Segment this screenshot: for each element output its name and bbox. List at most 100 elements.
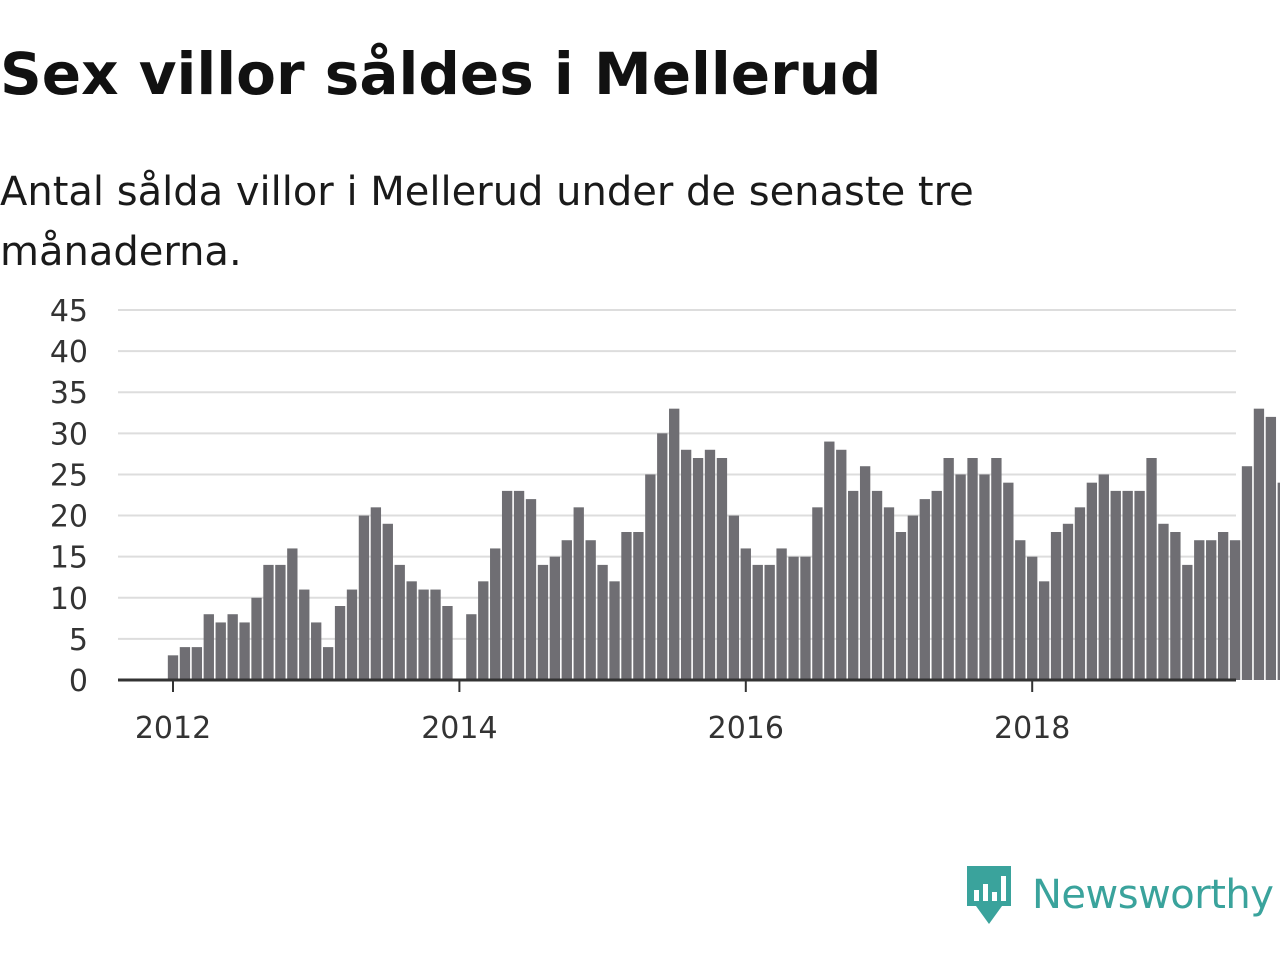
bar [645,474,656,680]
chart-subtitle: Antal sålda villor i Mellerud under de s… [0,169,974,275]
bar [490,548,501,680]
bar [263,564,274,680]
bar [836,449,847,680]
bar [370,507,382,680]
bar [609,581,620,680]
bar [466,614,477,680]
y-tick-label: 45 [50,294,88,329]
bar [203,614,214,680]
bar [537,564,549,680]
bar [1206,540,1217,680]
x-axis [118,678,1236,692]
bar [812,507,823,680]
bar [585,540,596,680]
bar [287,548,298,680]
bar [1229,540,1241,680]
bar [824,441,835,680]
chart-title: Sex villor såldes i Mellerud [0,40,882,108]
bar [513,490,525,680]
bar [227,614,238,680]
bar [382,523,393,680]
bar [418,589,429,680]
bar [549,556,561,680]
bar [680,449,692,680]
bar [251,597,262,680]
bar [1265,416,1277,680]
bar [692,458,704,680]
y-tick-label: 40 [50,335,88,370]
bar [704,449,716,680]
x-tick-label: 2016 [708,711,784,746]
bar [430,589,441,680]
bar [311,622,322,680]
bar [1015,540,1026,680]
bar [501,490,513,680]
bar [895,532,907,680]
bar [919,499,930,680]
bar [740,548,751,680]
bar [1158,523,1169,680]
bar [1098,474,1109,680]
bar [955,474,966,680]
bar [167,655,179,680]
bar [979,474,990,680]
bar [299,589,310,680]
bar [346,589,358,680]
bar [1003,482,1014,680]
bar [871,490,883,680]
bar [1122,490,1133,680]
bar [1062,523,1074,680]
bar [776,548,787,680]
y-tick-label: 5 [69,623,88,658]
bars [167,408,1280,680]
bar [752,564,763,680]
bar [1253,408,1265,680]
bar [478,581,489,680]
y-tick-label: 30 [50,417,88,452]
bar [1110,490,1121,680]
bar [1050,532,1062,680]
bar [621,532,632,680]
bar [848,490,859,680]
y-tick-label: 0 [69,664,88,699]
bar [573,507,584,680]
bar [322,647,334,680]
brand-name: Newsworthy [1032,872,1274,918]
bar [859,466,871,680]
bar [883,507,895,680]
bar [442,606,453,680]
bar [275,564,286,680]
bar [1146,458,1157,680]
bar [525,499,537,680]
bar [597,564,608,680]
bar [561,540,572,680]
bar [1277,482,1280,680]
bar [1241,466,1253,680]
bar [991,458,1002,680]
y-tick-label: 15 [50,541,88,576]
bar [1027,556,1038,680]
bar [1217,532,1229,680]
x-tick-label: 2012 [135,711,211,746]
bar [764,564,775,680]
bar [931,490,942,680]
bar [358,515,370,680]
bar [1074,507,1086,680]
bar [907,515,919,680]
x-tick-label: 2018 [994,711,1070,746]
y-axis-tick-labels: 0 5 10 15 20 25 30 35 40 45 [50,294,88,699]
bar [669,408,680,680]
newsworthy-logo[interactable]: Newsworthy [964,864,1274,926]
y-tick-label: 10 [50,582,88,617]
newsworthy-logo-icon [967,866,1011,924]
bar [728,515,740,680]
bar [1038,581,1050,680]
bar [191,647,203,680]
bar [800,556,811,680]
y-tick-label: 25 [50,458,88,493]
bar [239,622,250,680]
bar [1170,532,1181,680]
bar [215,622,226,680]
bar [1194,540,1205,680]
